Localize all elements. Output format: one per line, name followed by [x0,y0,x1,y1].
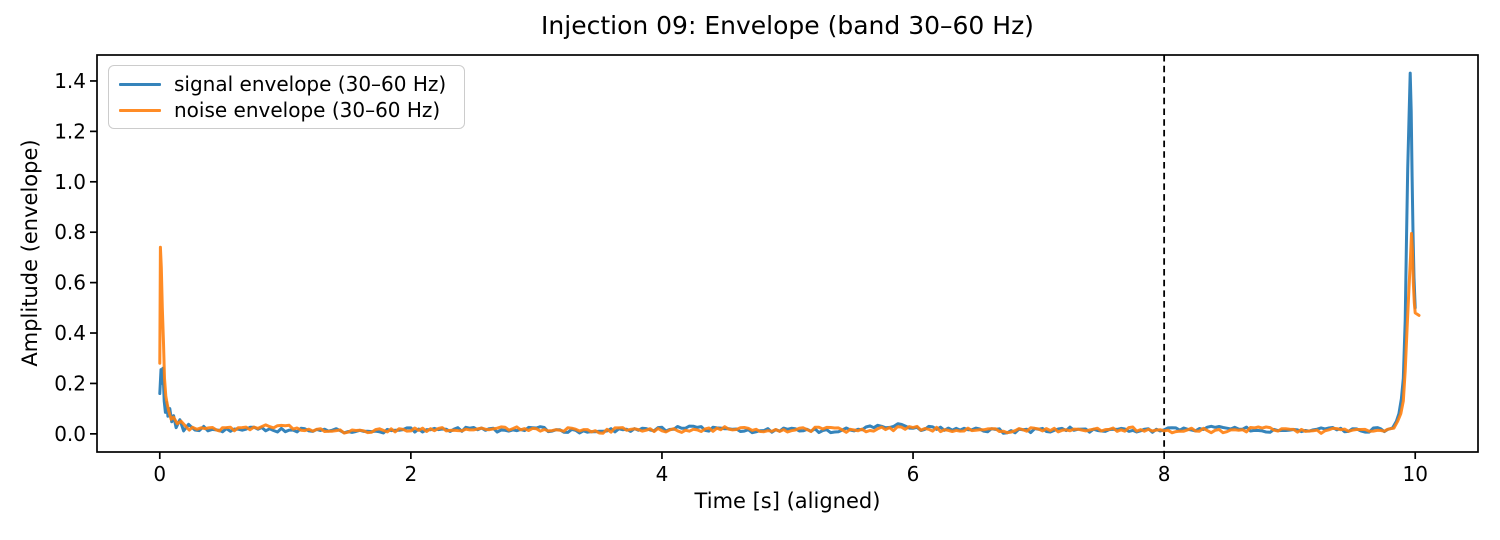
x-tick-label: 4 [656,462,669,486]
y-tick-label: 0.2 [54,371,86,395]
legend-label-noise: noise envelope (30–60 Hz) [174,98,441,122]
x-axis-label: Time [s] (aligned) [694,489,881,513]
signal-line-swatch [119,82,161,86]
legend-entry-signal: signal envelope (30–60 Hz) [119,73,454,95]
y-tick-label: 0.6 [54,271,86,295]
x-tick-label: 2 [404,462,417,486]
x-tick-label: 8 [1158,462,1171,486]
plot-border [96,54,1479,453]
noise-line-swatch [119,108,161,112]
legend-label-signal: signal envelope (30–60 Hz) [174,72,447,96]
y-tick-label: 1.4 [54,69,86,93]
chart-title: Injection 09: Envelope (band 30–60 Hz) [541,11,1034,40]
legend-entry-noise: noise envelope (30–60 Hz) [119,99,454,121]
x-tick-label: 0 [153,462,166,486]
series-line-signal [158,71,1417,435]
y-tick-label: 0.0 [54,422,86,446]
y-tick-label: 1.2 [54,119,86,143]
y-axis-label: Amplitude (envelope) [18,139,42,367]
legend: signal envelope (30–60 Hz) noise envelop… [108,65,465,129]
series-line-noise [158,232,1421,435]
y-tick-label: 0.4 [54,321,86,345]
y-tick-label: 1.0 [54,170,86,194]
x-tick-label: 10 [1403,462,1428,486]
x-tick-label: 6 [907,462,920,486]
y-tick-label: 0.8 [54,220,86,244]
